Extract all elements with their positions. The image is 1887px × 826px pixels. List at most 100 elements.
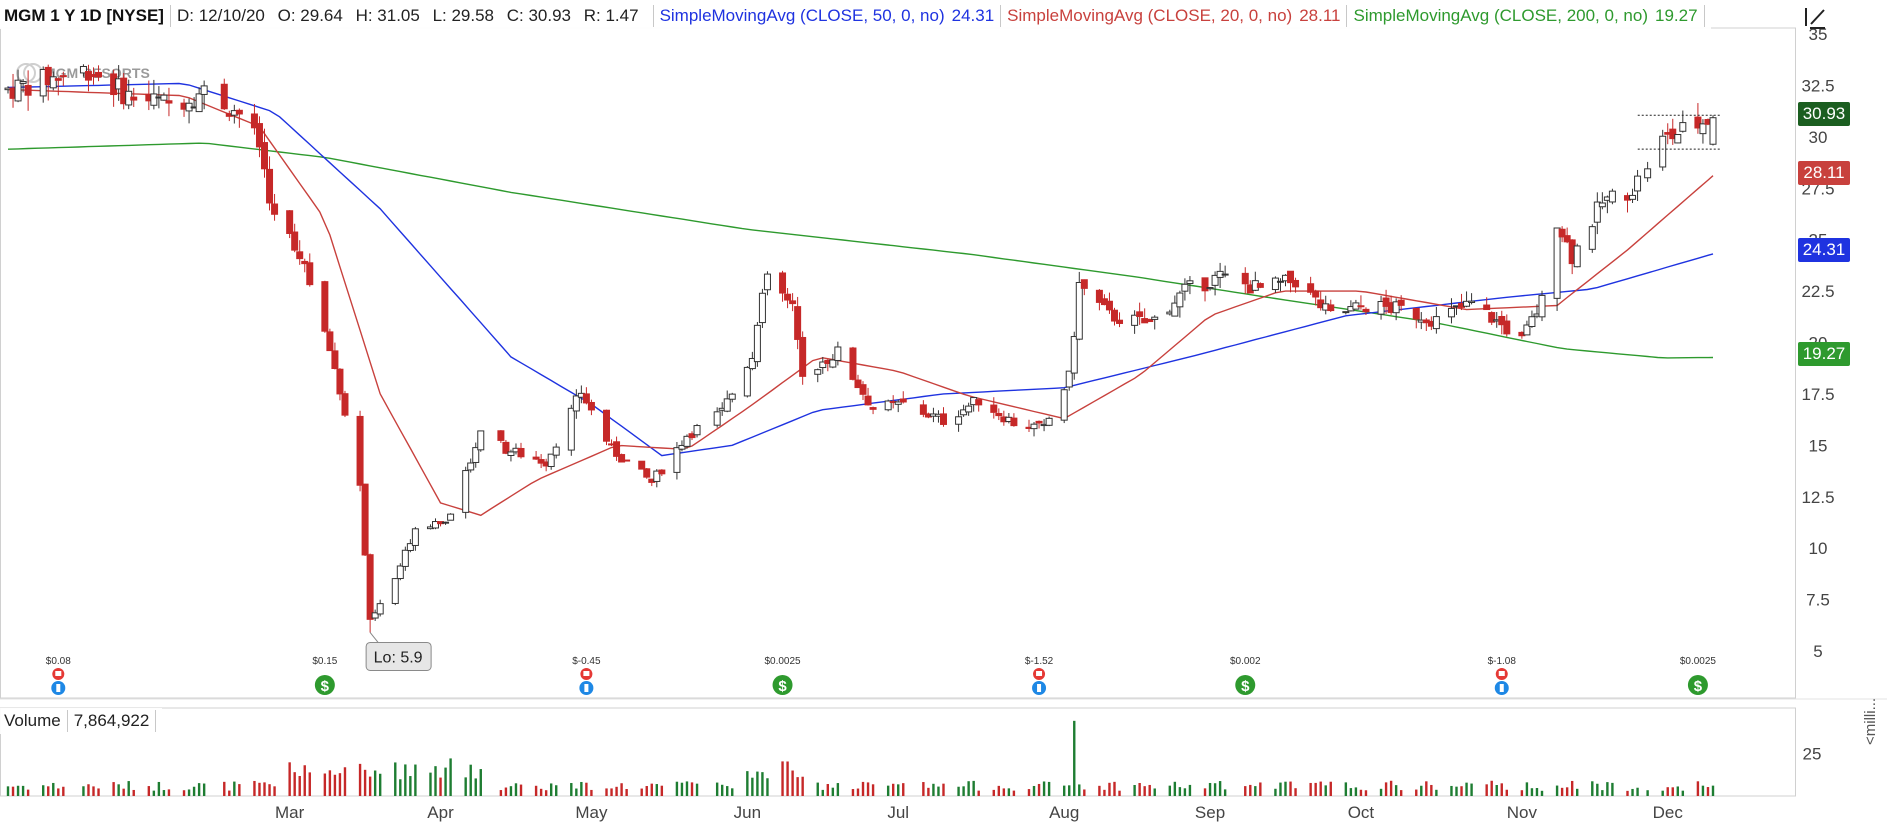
volume-bar — [1042, 781, 1046, 796]
dividend-event-marker[interactable]: $0.15 $ — [312, 656, 338, 695]
svg-text:$: $ — [1241, 678, 1250, 695]
candle — [1080, 279, 1088, 296]
candle — [995, 408, 1003, 421]
sma50-study-value: 24.31 — [951, 6, 995, 25]
candle — [748, 351, 756, 371]
volume-bar — [816, 782, 819, 796]
range-box — [1637, 114, 1721, 150]
volume-bar — [1032, 785, 1036, 796]
earnings-icon[interactable] — [1494, 668, 1509, 695]
volume-bar — [1611, 782, 1614, 796]
range-value: R: 1.47 — [583, 6, 639, 25]
volume-bar — [1485, 784, 1488, 796]
volume-bar — [1505, 789, 1508, 796]
dividend-event-marker[interactable]: $0.002 $ — [1230, 656, 1261, 695]
dividend-icon[interactable]: $ — [314, 675, 335, 695]
volume-bar — [575, 788, 578, 796]
volume-bar — [715, 782, 719, 796]
volume-bar — [358, 763, 362, 796]
volume-bar — [685, 781, 689, 796]
volume-bar — [117, 784, 120, 796]
volume-bar — [228, 790, 231, 796]
volume-bar — [197, 783, 201, 796]
candle — [1392, 298, 1400, 321]
candle — [653, 469, 661, 488]
volume-bar — [1183, 788, 1187, 796]
candle — [1669, 118, 1677, 145]
volume-bar — [509, 786, 513, 796]
volume-bar — [1671, 787, 1674, 796]
candle — [693, 423, 701, 438]
sma200-study-label[interactable]: SimpleMovingAvg (CLOSE, 200, 0, no) — [1353, 6, 1648, 25]
candle — [547, 453, 555, 470]
candle — [1131, 310, 1139, 334]
earnings-event-marker[interactable]: $-1.52 — [1025, 656, 1054, 695]
volume-bar — [640, 788, 643, 796]
candle — [603, 409, 611, 446]
volume-label[interactable]: Volume — [4, 711, 61, 730]
candle — [1563, 227, 1571, 244]
dividend-icon[interactable]: $ — [1235, 675, 1256, 695]
price-tick-label: 12.5 — [1801, 488, 1834, 507]
candle — [965, 402, 973, 416]
earnings-icon[interactable] — [1032, 668, 1047, 695]
candle — [235, 108, 243, 128]
candle — [1503, 314, 1511, 337]
volume-bar — [1470, 783, 1473, 796]
candle — [1327, 299, 1335, 312]
candle — [150, 79, 158, 110]
close-value: C: 30.93 — [506, 6, 572, 25]
candle — [1463, 291, 1471, 308]
candle — [638, 460, 646, 470]
volume-bar — [499, 790, 503, 796]
candle — [532, 450, 540, 460]
candle — [1468, 293, 1476, 305]
sma20-study-label[interactable]: SimpleMovingAvg (CLOSE, 20, 0, no) — [1007, 6, 1293, 25]
dividend-icon[interactable]: $ — [1687, 675, 1708, 695]
candle — [19, 79, 27, 93]
volume-bar — [786, 761, 789, 796]
earnings-icon[interactable] — [579, 668, 594, 695]
price-tick-label: 22.5 — [1801, 282, 1834, 301]
candle — [1181, 278, 1189, 301]
candle — [291, 223, 299, 253]
dividend-event-marker[interactable]: $0.0025 $ — [764, 656, 801, 695]
candle — [582, 387, 590, 405]
volume-bar — [1681, 790, 1685, 796]
volume-bars — [6, 720, 1715, 796]
candle — [1377, 295, 1385, 320]
svg-text:$: $ — [321, 678, 330, 695]
low-value: L: 29.58 — [432, 6, 495, 25]
dividend-event-marker[interactable]: $0.0025 $ — [1680, 656, 1717, 695]
candle — [296, 240, 304, 265]
candle — [899, 391, 907, 404]
chart-style-icon[interactable] — [1802, 4, 1828, 30]
volume-bar — [756, 771, 759, 796]
volume-bar — [962, 786, 965, 796]
earnings-event-marker[interactable]: $-1.08 — [1488, 656, 1517, 695]
volume-bar — [791, 770, 794, 796]
sma200-study-value: 19.27 — [1654, 6, 1698, 25]
volume-bar — [605, 788, 608, 796]
earnings-event-marker[interactable]: $0.08 — [46, 656, 71, 695]
volume-bar — [323, 773, 327, 796]
sma50-study-label[interactable]: SimpleMovingAvg (CLOSE, 50, 0, no) — [659, 6, 945, 25]
volume-bar — [1384, 782, 1388, 796]
candle — [723, 390, 731, 413]
candle — [859, 381, 867, 401]
volume-bar — [1696, 781, 1700, 796]
event-markers[interactable]: $0.08 $0.15 $ $-0.45 $0.0025 $ $-1.52 $0.002 $ $-… — [46, 656, 1717, 695]
divider — [1000, 5, 1002, 27]
candle — [1342, 311, 1350, 315]
volume-bar — [439, 777, 442, 796]
volume-bar — [650, 783, 653, 796]
earnings-event-marker[interactable]: $-0.45 — [572, 656, 601, 695]
volume-bar — [514, 783, 518, 796]
volume-value: 7,864,922 — [73, 711, 150, 730]
time-axis: Mar Apr May Jun Jul Aug Sep Oct Nov Dec — [275, 803, 1683, 822]
dividend-icon[interactable]: $ — [772, 675, 793, 695]
symbol-label[interactable]: MGM 1 Y 1D [NYSE] — [4, 6, 164, 25]
earnings-icon[interactable] — [51, 668, 66, 695]
